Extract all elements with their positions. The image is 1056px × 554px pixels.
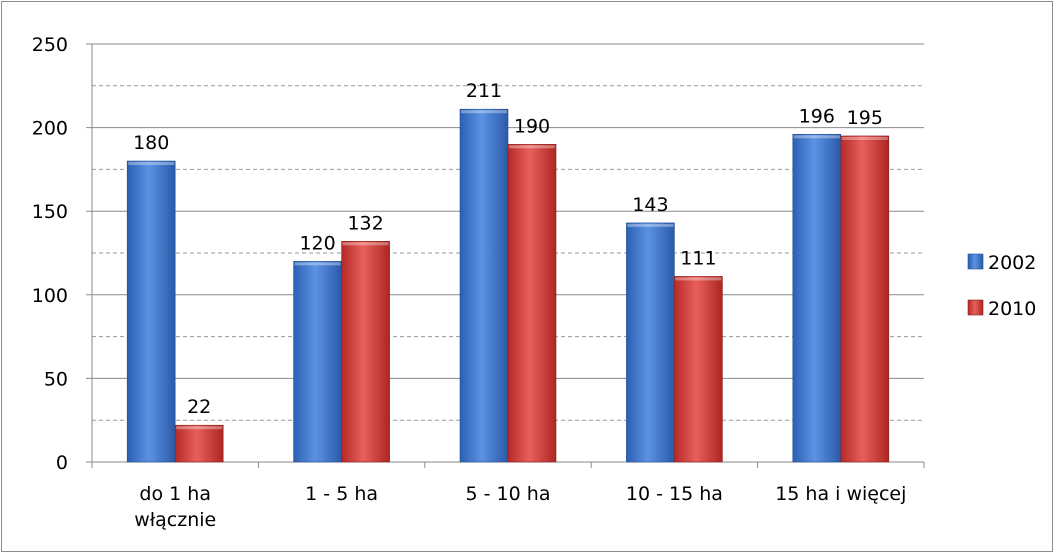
- bar-highlight: [461, 110, 507, 114]
- bar-highlight: [176, 426, 223, 430]
- x-tick-label: 5 - 10 ha: [466, 483, 551, 505]
- y-tick-label: 0: [56, 452, 68, 474]
- data-label: 143: [632, 194, 668, 216]
- data-label: 111: [680, 247, 716, 269]
- data-label: 196: [799, 105, 835, 127]
- bar-2002: [459, 108, 509, 463]
- bar-2010: [507, 144, 557, 463]
- x-tick-label: 1 - 5 ha: [305, 483, 378, 505]
- legend-label: 2002: [988, 252, 1036, 274]
- bar-highlight: [793, 135, 840, 139]
- x-tick-label: 10 - 15 ha: [626, 483, 723, 505]
- bar-2002: [126, 160, 176, 463]
- bar-2002: [293, 261, 342, 463]
- bars: [126, 108, 890, 463]
- y-tick-label: 150: [32, 201, 68, 223]
- data-label: 211: [466, 80, 502, 102]
- y-tick-label: 250: [32, 34, 68, 56]
- legend-label: 2010: [988, 298, 1036, 320]
- y-tick-label: 200: [32, 118, 68, 140]
- bar-highlight: [841, 136, 888, 140]
- bar-2002: [626, 222, 675, 463]
- data-labels: 180 120 211 143 196 22 132 190 111 195: [133, 80, 883, 418]
- data-label: 120: [299, 232, 335, 254]
- data-label: 180: [133, 132, 169, 154]
- bar-2010: [341, 240, 390, 463]
- bar-2002: [792, 133, 842, 463]
- bar-highlight: [509, 145, 555, 149]
- bar-highlight: [342, 242, 389, 246]
- bar-highlight: [128, 162, 175, 166]
- bar-highlight: [675, 277, 722, 281]
- data-label: 195: [847, 107, 883, 129]
- x-tick-label: włącznie: [134, 509, 216, 531]
- bar-2010: [174, 424, 224, 463]
- data-label: 190: [514, 115, 550, 137]
- legend: 2002 2010: [967, 252, 1036, 320]
- bar-2010: [840, 135, 890, 463]
- y-tick-label: 50: [44, 368, 68, 390]
- bar-highlight: [294, 262, 341, 266]
- bar-2010: [674, 276, 723, 463]
- x-tick-label: 15 ha i więcej: [775, 483, 906, 505]
- data-label: 22: [187, 396, 211, 418]
- legend-swatch-2010: [967, 299, 984, 316]
- legend-swatch-2002: [967, 253, 984, 270]
- data-label: 132: [347, 212, 383, 234]
- x-tick-label: do 1 ha: [139, 483, 211, 505]
- bar-highlight: [627, 223, 674, 227]
- y-tick-label: 100: [32, 285, 68, 307]
